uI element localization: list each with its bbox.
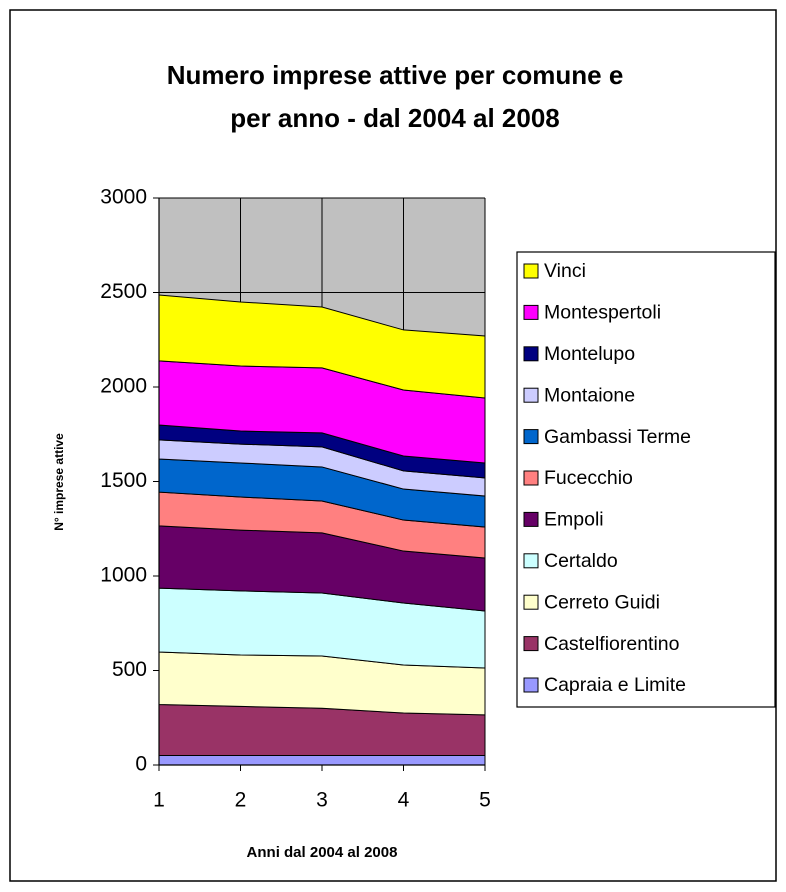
x-tick-label: 4: [398, 789, 410, 812]
legend-label: Fucecchio: [544, 467, 633, 489]
legend-label: Empoli: [544, 509, 604, 531]
chart-border: [9, 9, 777, 882]
x-tick-label: 1: [153, 789, 165, 812]
y-axis-title: N° imprese attive: [52, 433, 66, 531]
legend-swatch: [523, 346, 539, 362]
y-tick-label: 1000: [100, 564, 147, 587]
area: [158, 755, 486, 766]
legend-label: Castelfiorentino: [544, 633, 680, 655]
legend-label: Capraia e Limite: [544, 674, 686, 696]
legend-label: Montelupo: [544, 343, 635, 365]
legend-swatch: [523, 636, 539, 652]
y-tick-label: 1500: [100, 469, 147, 492]
legend-swatch: [523, 470, 539, 486]
legend-label: Vinci: [544, 260, 586, 282]
legend-swatch: [523, 594, 539, 610]
legend-label: Cerreto Guidi: [544, 591, 660, 613]
x-axis-title: Anni dal 2004 al 2008: [247, 844, 398, 861]
legend-swatch: [523, 553, 539, 569]
legend-label: Certaldo: [544, 550, 618, 572]
legend-swatch: [523, 511, 539, 527]
legend-box: [516, 251, 776, 708]
y-tick-label: 0: [135, 753, 147, 776]
legend-label: Montaione: [544, 384, 635, 406]
x-tick-label: 3: [316, 789, 328, 812]
legend-swatch: [523, 387, 539, 403]
legend-swatch: [523, 429, 539, 445]
legend-swatch: [523, 304, 539, 320]
y-tick-label: 3000: [100, 186, 147, 209]
area: [158, 294, 486, 399]
y-tick-label: 2500: [100, 280, 147, 303]
x-tick-label: 2: [235, 789, 247, 812]
x-tick-label: 5: [479, 789, 491, 812]
y-tick-label: 500: [112, 658, 147, 681]
legend-swatch: [523, 263, 539, 279]
legend-label: Montespertoli: [544, 302, 661, 324]
y-tick-label: 2000: [100, 375, 147, 398]
legend-label: Gambassi Terme: [544, 426, 691, 448]
chart-title: Numero imprese attive per comune e per a…: [166, 60, 624, 133]
legend-swatch: [523, 677, 539, 693]
